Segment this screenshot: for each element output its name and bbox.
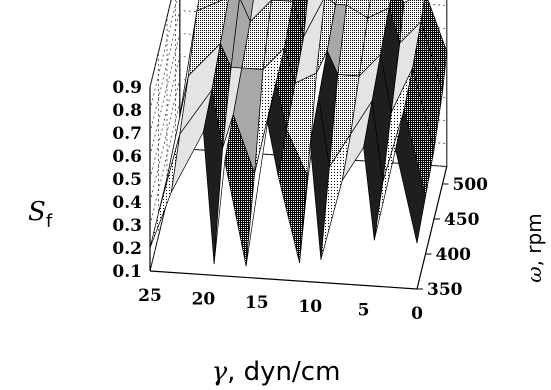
y-tick-label: 400 — [436, 245, 472, 265]
x-tick-label: 10 — [298, 297, 322, 317]
x-axis-label: γ, dyn/cm — [212, 357, 341, 387]
x-tick-label: 25 — [138, 286, 162, 306]
x-axis-symbol: γ — [212, 357, 228, 387]
y-axis-unit: , rpm — [522, 213, 546, 266]
z-gridline — [149, 10, 447, 134]
z-tick-label: 0.4 — [112, 193, 142, 213]
tick-labels: 0.1 0.2 0.3 0.4 0.5 0.6 0.7 0.8 0.9 25 20 15 10 5 0350… — [112, 78, 488, 324]
z-gridline — [149, 79, 447, 203]
surface-facet — [149, 133, 181, 249]
y-tick-label: 500 — [453, 175, 489, 195]
z-axis-subscript: f — [46, 211, 53, 232]
surface-facet — [395, 109, 426, 244]
axis-labels: Sf γ, dyn/cm ω, rpm — [28, 197, 546, 387]
x-tick-label: 15 — [245, 293, 269, 313]
x-tick-label: 20 — [192, 290, 216, 310]
x-axis-unit: , dyn/cm — [227, 357, 340, 387]
back-wall-rear — [179, 0, 448, 168]
z-axis-label: Sf — [28, 197, 53, 232]
front-edge-x — [149, 270, 418, 290]
z-tick-label: 0.6 — [112, 147, 142, 167]
z-tick-label: 0.5 — [112, 170, 142, 190]
z-tick-label: 0.1 — [112, 262, 142, 282]
z-tick-label: 0.9 — [112, 78, 142, 98]
z-tick-label: 0.7 — [112, 124, 142, 144]
z-axis-symbol: S — [28, 197, 46, 227]
z-tick-label: 0.8 — [112, 101, 142, 121]
x-tick-label: 5 — [358, 300, 370, 320]
y-axis-symbol: ω — [522, 266, 546, 282]
z-tick-label: 0.3 — [112, 216, 142, 236]
surface — [149, 0, 448, 290]
front-edge-y — [416, 166, 448, 290]
x-tick-label: 0 — [411, 304, 423, 324]
z-tick-label: 0.2 — [112, 239, 142, 259]
y-axis-label: ω, rpm — [522, 213, 546, 282]
y-tick-label: 350 — [427, 280, 463, 300]
y-tick-label: 450 — [444, 210, 480, 230]
